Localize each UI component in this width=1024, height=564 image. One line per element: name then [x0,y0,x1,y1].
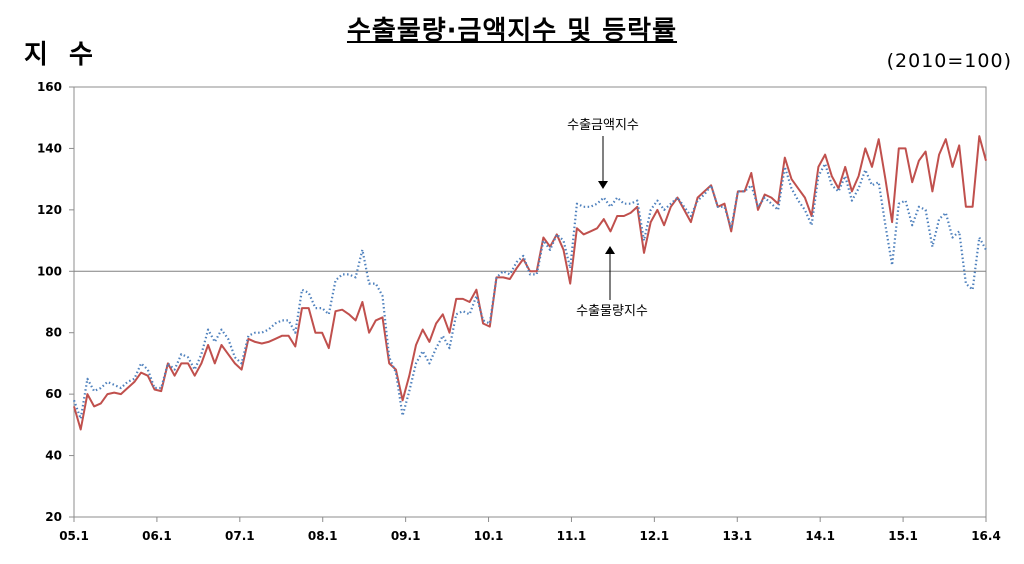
y-tick-label: 60 [45,387,62,401]
x-tick-label: 08.1 [308,529,338,543]
annotation-arrow-head [598,181,608,189]
y-tick-label: 80 [45,326,62,340]
plot-area-border [73,86,987,518]
base-year-note: (2010=100) [886,50,1012,72]
annotation-export-volume-index: 수출물량지수 [576,304,648,319]
chart-title: 수출물량·금액지수 및 등락률 [346,16,678,46]
series-line-export-volume-index [73,135,987,431]
y-tick-label: 140 [37,141,62,155]
x-tick-label: 06.1 [142,529,172,543]
x-tick-label: 07.1 [225,529,255,543]
x-tick-label: 05.1 [59,529,89,543]
x-tick-label: 15.1 [888,529,918,543]
x-tick-label: 13.1 [722,529,752,543]
annotation-export-value-index: 수출금액지수 [567,118,639,133]
x-tick-label: 11.1 [557,529,587,543]
series-line-export-value-index [72,162,987,420]
y-axis-label: 지 수 [24,40,99,70]
y-tick-label: 20 [45,510,62,524]
y-tick-label: 120 [37,203,62,217]
x-tick-label: 12.1 [640,529,670,543]
y-tick-label: 100 [37,264,62,278]
x-tick-label: 16.4 [971,529,1001,543]
y-tick-label: 40 [45,449,62,463]
x-tick-label: 10.1 [474,529,504,543]
x-tick-label: 09.1 [391,529,421,543]
annotation-arrow-head [605,246,615,254]
x-tick-label: 14.1 [805,529,835,543]
y-tick-label: 160 [37,80,62,94]
